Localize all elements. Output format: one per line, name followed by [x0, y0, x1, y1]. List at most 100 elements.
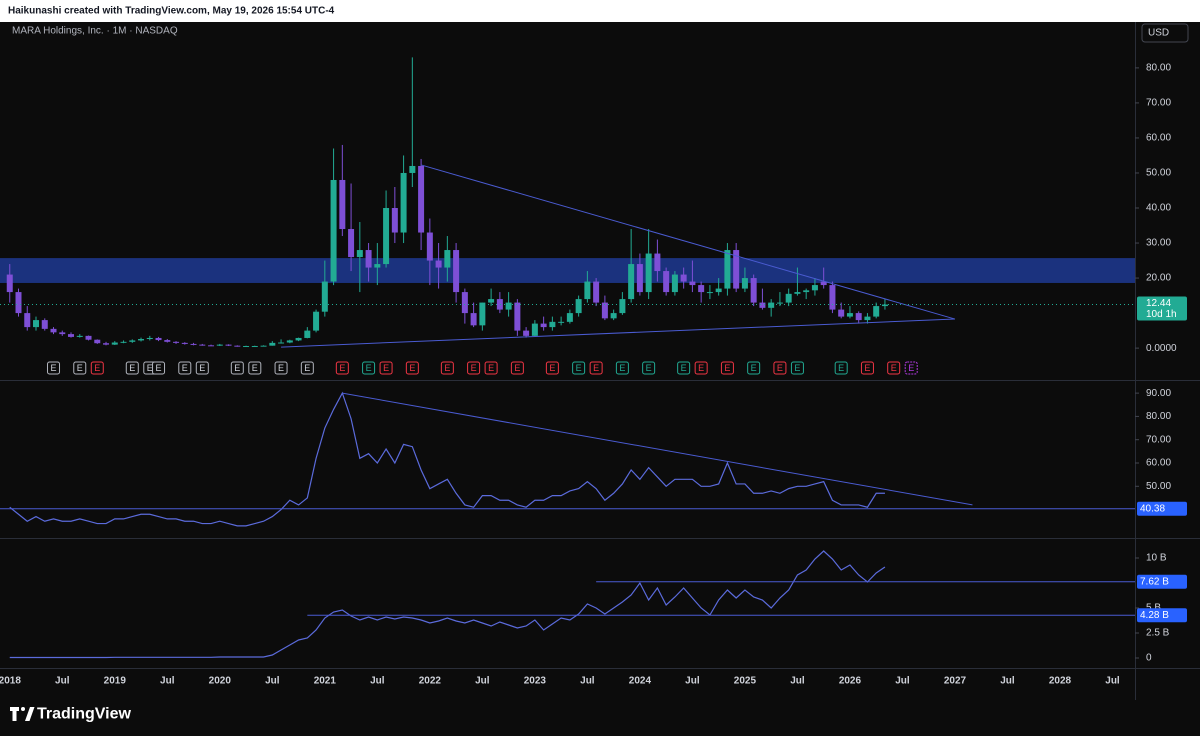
x-tick-label: Jul: [580, 676, 595, 687]
event-marker: [379, 361, 393, 375]
y-tick-label: 5 B: [1146, 603, 1161, 614]
candle-body: [698, 285, 705, 293]
x-tick-label: 2019: [104, 676, 127, 687]
candle-body: [689, 281, 696, 286]
candle-body: [566, 313, 573, 322]
event-label: E: [576, 363, 582, 373]
candle-body: [339, 179, 346, 230]
x-tick-label: 2020: [209, 676, 232, 687]
event-marker: [362, 361, 376, 375]
x-tick-label: 2021: [314, 676, 337, 687]
candle-body: [453, 250, 460, 293]
event-label: E: [94, 363, 100, 373]
candle-body: [348, 229, 355, 258]
x-tick-label: Jul: [1000, 676, 1015, 687]
plot-area: [0, 57, 1135, 348]
event-label: E: [156, 363, 162, 373]
candle-body: [873, 306, 880, 317]
candle-body: [190, 343, 197, 345]
event-marker: [484, 361, 498, 375]
event-marker: [887, 361, 901, 375]
candle-body: [733, 250, 740, 289]
event-label: E: [864, 363, 870, 373]
currency[interactable]: USD: [1148, 28, 1169, 39]
candle-body: [313, 311, 320, 331]
candle-body: [181, 342, 188, 344]
level-label: 4.28 B: [1140, 610, 1169, 621]
price-label: 12.44: [1146, 298, 1171, 309]
trendline: [342, 392, 973, 506]
event-marker: [274, 361, 288, 375]
credit: Haikunashi created with TradingView.com,…: [8, 6, 335, 17]
candle-body: [173, 341, 180, 343]
event-label: E: [182, 363, 188, 373]
candle-body: [523, 330, 530, 336]
y-tick-label: 90.00: [1146, 388, 1171, 399]
y-tick-label: 0.0000: [1146, 343, 1177, 354]
y-tick-label: 40.00: [1146, 203, 1171, 214]
event-marker: [152, 361, 166, 375]
event-label: E: [838, 363, 844, 373]
candle-body: [383, 208, 390, 265]
candle-body: [470, 313, 477, 326]
event-label: E: [777, 363, 783, 373]
candle-body: [85, 335, 92, 340]
x-tick-label: 2018: [0, 676, 21, 687]
candle-body: [164, 340, 171, 342]
event-marker: [440, 361, 454, 375]
level-label-box: [1137, 574, 1187, 589]
event-marker: [790, 361, 804, 375]
candle-body: [706, 292, 713, 294]
x-tick-label: Jul: [265, 676, 280, 687]
y-tick-label: 50.00: [1146, 168, 1171, 179]
event-marker: [230, 361, 244, 375]
x-tick-label: Jul: [160, 676, 175, 687]
event-marker: [90, 361, 104, 375]
candle-body: [496, 299, 503, 310]
series-line: [9, 391, 885, 527]
x-tick-label: Jul: [895, 676, 910, 687]
currency-box[interactable]: [1141, 23, 1189, 43]
event-marker: [615, 361, 629, 375]
candle-body: [76, 335, 83, 337]
event-marker: [720, 361, 734, 375]
event-marker: [773, 361, 787, 375]
candle-body: [488, 299, 495, 303]
candle-body: [584, 281, 591, 300]
event-marker: [694, 361, 708, 375]
event-label: E: [77, 363, 83, 373]
candle-body: [593, 281, 600, 303]
y-tick-label: 60.00: [1146, 458, 1171, 469]
countdown: 10d 1h: [1146, 309, 1177, 320]
event-marker: [747, 361, 761, 375]
brand: TradingView: [37, 706, 132, 723]
event-label: E: [278, 363, 284, 373]
event-marker: [335, 361, 349, 375]
candle-body: [418, 165, 425, 233]
candle-body: [251, 346, 258, 348]
candle-body: [846, 313, 853, 317]
candle-body: [444, 250, 451, 268]
y-tick-label: 20.00: [1146, 273, 1171, 284]
event-marker: [125, 361, 139, 375]
candle-body: [68, 334, 75, 337]
candle-body: [400, 172, 407, 233]
candle-body: [794, 292, 801, 294]
x-tick-label: Jul: [685, 676, 700, 687]
candle-body: [33, 320, 40, 328]
candle-body: [715, 288, 722, 293]
trendline: [281, 318, 955, 348]
x-tick-label: 2025: [734, 676, 757, 687]
candle-body: [278, 342, 285, 344]
candle-body: [330, 179, 337, 282]
event-label: E: [549, 363, 555, 373]
candle-body: [724, 250, 731, 289]
y-tick-label: 60.00: [1146, 133, 1171, 144]
y-tick-label: 70.00: [1146, 98, 1171, 109]
logo-part: [21, 707, 25, 711]
candle-body: [15, 292, 22, 314]
event-label: E: [593, 363, 599, 373]
candle-body: [356, 250, 363, 258]
candle-body: [776, 302, 783, 304]
